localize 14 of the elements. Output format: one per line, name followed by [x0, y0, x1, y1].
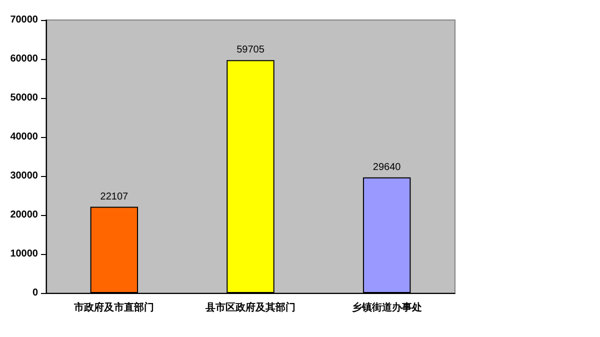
y-tick-label: 70000: [10, 14, 38, 26]
x-tick-label: 县市区政府及其部门: [204, 302, 296, 314]
data-label: 29640: [372, 162, 402, 173]
y-tick-label: 10000: [10, 248, 38, 260]
y-tick-label: 60000: [10, 54, 38, 64]
y-tick-label: 50000: [10, 92, 38, 104]
y-tick-label: 30000: [10, 170, 38, 182]
y-tick-label: 20000: [10, 210, 38, 220]
x-tick-label: 乡镇街道办事处: [352, 302, 422, 314]
y-tick-label: 0: [32, 288, 38, 298]
data-label: 59705: [236, 44, 265, 56]
y-tick-label: 40000: [10, 132, 38, 142]
data-label: 22107: [100, 191, 129, 202]
x-tick-label: 市政府及市直部门: [73, 302, 154, 314]
